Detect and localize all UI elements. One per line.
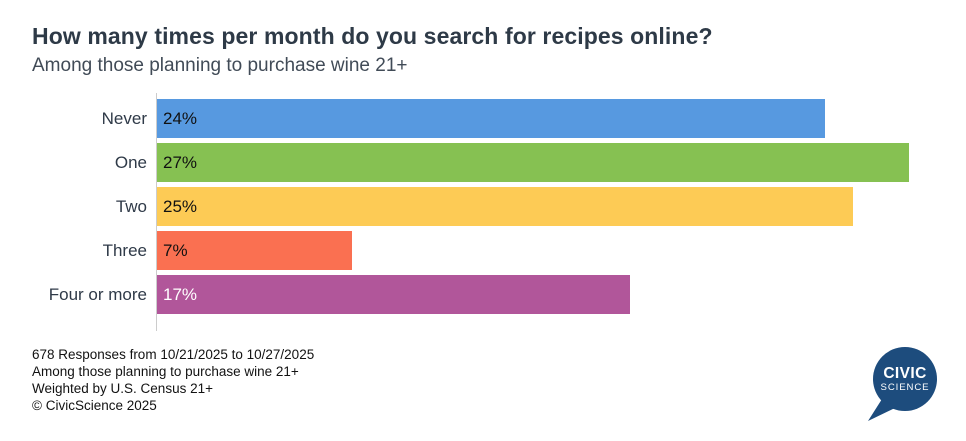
category-label: One [114,152,147,172]
value-label: 17% [163,284,198,304]
value-label: 25% [163,196,198,216]
category-label: Four or more [48,284,147,304]
footnote-copyright: © CivicScience 2025 [32,398,157,413]
chart-title: How many times per month do you search f… [32,23,713,49]
value-label: 27% [163,152,198,172]
bar-row: Never 24% [0,99,966,138]
bar-track: 25% [157,187,909,226]
logo-text-civic: CIVIC [883,365,926,382]
footnote-responses: 678 Responses from 10/21/2025 to 10/27/2… [32,347,315,362]
speech-bubble-icon: CIVIC SCIENCE [868,347,937,421]
footnote-population: Among those planning to purchase wine 21… [32,364,299,379]
bar-track: 27% [157,143,909,182]
logo-text-science: SCIENCE [881,382,930,393]
y-axis-line [156,93,157,331]
category-label: Two [115,196,147,216]
category-label: Never [101,108,147,128]
bar-track: 24% [157,99,909,138]
value-label: 24% [163,108,198,128]
footnote-weighting: Weighted by U.S. Census 21+ [32,381,213,396]
bar-row: Two 25% [0,187,966,226]
bar: 17% [157,275,631,314]
bar-row: Four or more 17% [0,275,966,314]
bar: 7% [157,231,352,270]
bar-chart: Never 24% One 27% Two 25% Three 7% Four or more 1… [0,93,966,331]
bar-track: 7% [157,231,909,270]
bar-row: Three 7% [0,231,966,270]
chart-subtitle: Among those planning to purchase wine 21… [32,55,408,76]
footnote-block: 678 Responses from 10/21/2025 to 10/27/2… [32,346,314,414]
value-label: 7% [163,240,188,260]
civicscience-logo: CIVIC SCIENCE [866,343,942,422]
bar: 25% [157,187,854,226]
category-label: Three [102,240,147,260]
bar: 24% [157,99,826,138]
bar: 27% [157,143,909,182]
bar-track: 17% [157,275,909,314]
bar-row: One 27% [0,143,966,182]
bar-rows: Never 24% One 27% Two 25% Three 7% Four or more 1… [0,99,966,314]
